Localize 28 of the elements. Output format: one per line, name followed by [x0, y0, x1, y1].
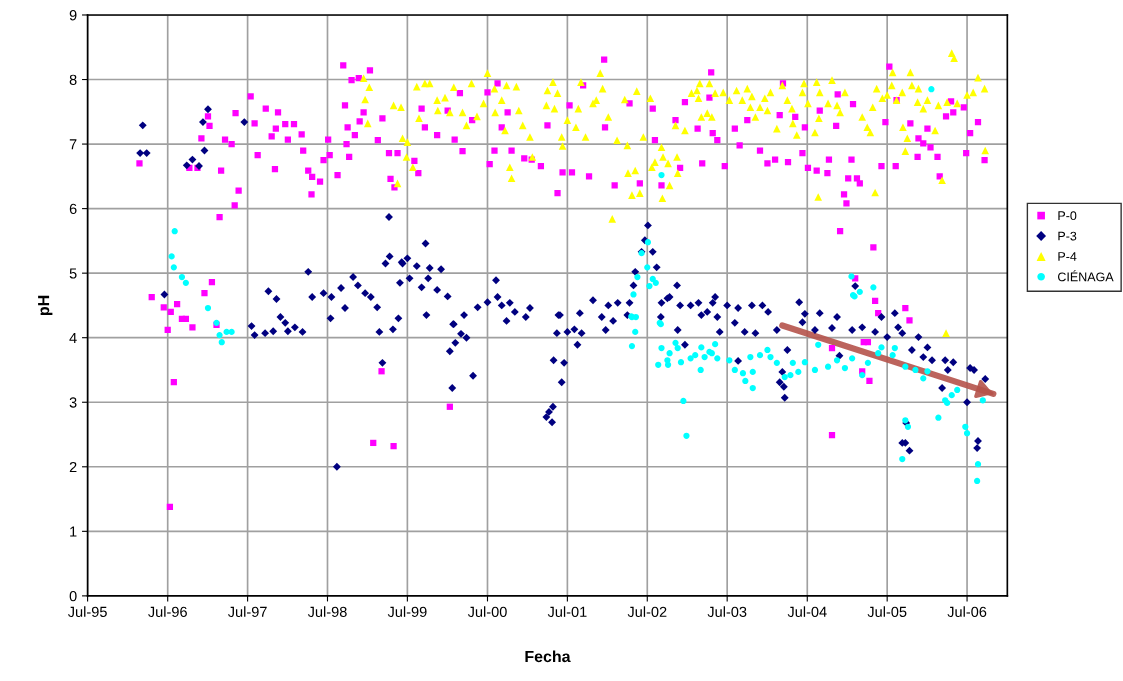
x-tick-label: Jul-01: [547, 606, 587, 617]
x-axis-title: Fecha: [525, 650, 571, 663]
legend-label: P-4: [1058, 252, 1077, 261]
y-tick-label: 6: [69, 203, 77, 215]
x-tick-label: Jul-96: [148, 606, 187, 617]
y-tick-label: 0: [69, 590, 77, 602]
x-tick-label: Jul-04: [787, 606, 827, 617]
x-tick-label: Jul-03: [707, 606, 747, 617]
y-tick-label: 7: [69, 139, 77, 150]
y-tick-label: 3: [69, 397, 77, 408]
x-tick-label: Jul-97: [227, 606, 267, 617]
y-tick-label: 8: [69, 74, 77, 85]
y-tick-label: 1: [70, 526, 77, 537]
y-tick-label: 5: [69, 268, 77, 279]
y-tick-label: 9: [69, 10, 77, 21]
legend-label: CIÉNAGA: [1058, 270, 1114, 282]
y-tick-label: 2: [69, 461, 77, 473]
x-tick-label: Jul-98: [307, 606, 347, 617]
legend-label: P-0: [1058, 211, 1077, 221]
x-tick-label: Jul-00: [467, 606, 507, 617]
x-tick-label: Jul-02: [627, 606, 667, 617]
x-tick-label: Jul-95: [67, 606, 107, 617]
y-axis-title: pH: [38, 295, 53, 316]
x-tick-label: Jul-99: [387, 606, 427, 617]
legend-label: P-3: [1058, 231, 1077, 241]
x-tick-label: Jul-05: [867, 606, 907, 617]
y-tick-label: 4: [69, 332, 77, 343]
x-tick-label: Jul-06: [947, 606, 987, 617]
